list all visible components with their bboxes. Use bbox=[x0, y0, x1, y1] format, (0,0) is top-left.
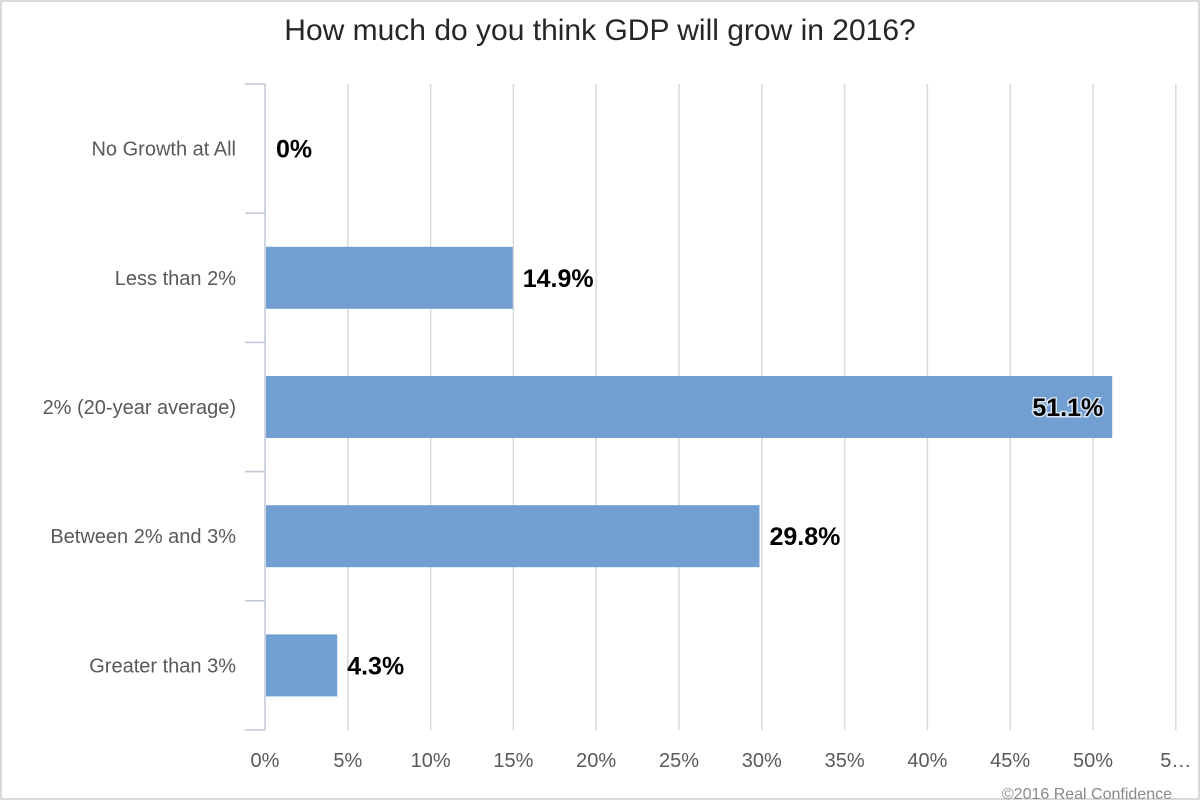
x-tick-label: 40% bbox=[907, 750, 947, 772]
data-label: 0% bbox=[276, 136, 312, 164]
data-label: 4.3% bbox=[347, 652, 404, 680]
x-tick-label: 20% bbox=[576, 750, 616, 772]
x-tick-label: 45% bbox=[990, 750, 1030, 772]
bar bbox=[266, 376, 1113, 438]
bar bbox=[266, 246, 513, 309]
category-label: No Growth at All bbox=[91, 139, 236, 161]
category-label: Less than 2% bbox=[115, 268, 236, 290]
x-tick-label: 25% bbox=[659, 750, 699, 772]
chart-title: How much do you think GDP will grow in 2… bbox=[284, 14, 916, 47]
data-label: 51.1% bbox=[1032, 394, 1103, 422]
x-tick-label: 35% bbox=[825, 750, 865, 772]
x-tick-label: 10% bbox=[411, 750, 451, 772]
category-label: Between 2% and 3% bbox=[50, 526, 236, 548]
data-label: 29.8% bbox=[769, 523, 840, 551]
category-label: 2% (20-year average) bbox=[43, 397, 236, 419]
bar bbox=[266, 634, 338, 697]
x-tick-label: 0% bbox=[251, 750, 280, 772]
copyright-watermark: ©2016 Real Confidence bbox=[1001, 786, 1172, 803]
x-tick-label: 5… bbox=[1160, 750, 1191, 772]
bar bbox=[266, 505, 760, 568]
x-tick-label: 15% bbox=[493, 750, 533, 772]
data-label: 14.9% bbox=[523, 265, 594, 293]
x-tick-label: 30% bbox=[742, 750, 782, 772]
x-tick-label: 50% bbox=[1073, 750, 1113, 772]
category-label: Greater than 3% bbox=[89, 655, 236, 677]
x-tick-label: 5% bbox=[333, 750, 362, 772]
